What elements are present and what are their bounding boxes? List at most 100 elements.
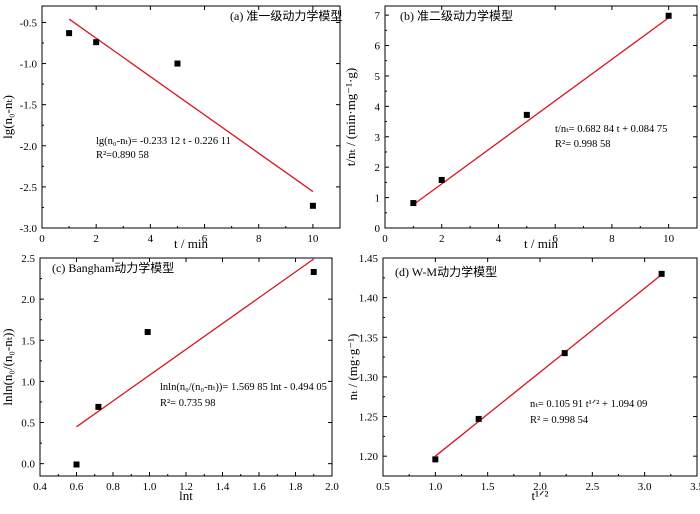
y-tick-label: 6 xyxy=(375,41,381,53)
plot-frame xyxy=(382,257,698,477)
x-tick-label: 6 xyxy=(552,233,558,245)
fit-equation: nₜ= 0.105 91 t¹ᐟ² + 1.094 09 xyxy=(530,399,647,410)
data-point xyxy=(665,12,672,19)
y-tick-label: 0 xyxy=(375,223,381,235)
y-tick-label: -3.0 xyxy=(20,223,38,235)
fit-line xyxy=(76,258,315,428)
x-axis-title: t¹ᐟ² xyxy=(532,488,549,503)
y-tick-label: 1.25 xyxy=(359,412,379,424)
y-tick-label: 2.0 xyxy=(21,294,35,306)
panel-title: (c) Bangham动力学模型 xyxy=(52,260,174,275)
y-tick-label: 2 xyxy=(375,162,381,174)
x-tick-label: 2 xyxy=(93,233,99,245)
y-tick-label: 1 xyxy=(375,193,381,205)
data-point xyxy=(432,456,439,463)
data-point xyxy=(93,39,100,46)
y-tick-label: 2.5 xyxy=(21,253,35,265)
y-axis-title: nₜ / (mg·g⁻¹) xyxy=(345,334,360,401)
y-tick-label: -0.5 xyxy=(20,17,38,29)
panel-title: (b) 准二级动力学模型 xyxy=(400,8,513,23)
data-point xyxy=(561,350,568,357)
x-tick-label: 2 xyxy=(439,233,445,245)
r-squared: R²= 0.998 58 xyxy=(555,139,610,150)
x-tick-label: 1.4 xyxy=(216,481,230,493)
data-point xyxy=(475,415,482,422)
data-point xyxy=(658,270,665,277)
x-axis-title: t / min xyxy=(174,236,208,251)
x-tick-label: 1.0 xyxy=(428,481,442,493)
x-tick-label: 2.0 xyxy=(325,481,339,493)
x-tick-label: 4 xyxy=(496,233,502,245)
y-tick-label: 1.35 xyxy=(359,332,379,344)
data-point xyxy=(523,111,530,118)
fit-line xyxy=(412,17,670,206)
x-axis-title: lnt xyxy=(179,488,193,503)
data-point xyxy=(66,30,73,37)
x-tick-label: 1.2 xyxy=(179,481,193,493)
x-tick-label: 4 xyxy=(148,233,154,245)
plot-frame xyxy=(39,257,333,477)
x-tick-label: 0 xyxy=(39,233,45,245)
x-tick-label: 0 xyxy=(382,233,388,245)
x-tick-label: 8 xyxy=(256,233,262,245)
y-tick-label: 0.5 xyxy=(21,418,35,430)
r-squared: R²=0.890 58 xyxy=(96,150,149,161)
y-tick-label: -1.5 xyxy=(20,100,38,112)
y-axis-title: lg(n₀-nₜ) xyxy=(0,95,15,139)
r-squared: R²= 0.735 98 xyxy=(160,398,215,409)
y-axis-title: t/nₜ / (min·mg⁻¹·g) xyxy=(343,68,358,166)
fit-equation: t/nₜ= 0.682 84 t + 0.084 75 xyxy=(555,124,667,135)
fit-line xyxy=(68,18,314,193)
data-point xyxy=(174,60,181,67)
panel-title: (a) 准一级动力学模型 xyxy=(230,8,342,23)
y-tick-label: -2.0 xyxy=(20,141,38,153)
x-tick-label: 0.6 xyxy=(70,481,84,493)
data-point xyxy=(309,202,316,209)
y-tick-label: 3 xyxy=(375,132,381,144)
x-tick-label: 6 xyxy=(202,233,208,245)
x-tick-label: 0.8 xyxy=(106,481,120,493)
y-tick-label: 1.40 xyxy=(359,293,379,305)
y-axis-title: lnln(n₀/(n₀-nₜ)) xyxy=(0,328,15,405)
y-tick-label: 5 xyxy=(375,71,381,83)
fit-equation: lnln(n₀/(n₀-nₜ))= 1.569 85 lnt - 0.494 0… xyxy=(160,382,327,393)
x-tick-label: 8 xyxy=(609,233,615,245)
data-point xyxy=(310,268,317,275)
y-tick-label: 1.30 xyxy=(359,372,379,384)
panel-2: 0.4 0.6 0.8 1.0 1.2 1.4 1.6 1.8 2.0 0.0 0.5 1.0 1.5 2… xyxy=(0,253,339,503)
y-tick-label: 0.0 xyxy=(21,459,35,471)
x-tick-label: 2.0 xyxy=(533,481,547,493)
data-point xyxy=(144,329,151,336)
data-point xyxy=(438,176,445,183)
x-tick-label: 0.5 xyxy=(376,481,390,493)
y-tick-label: 1.45 xyxy=(359,253,379,265)
plot-frame xyxy=(41,5,341,229)
x-tick-label: 10 xyxy=(307,233,319,245)
x-tick-label: 1.6 xyxy=(252,481,266,493)
y-tick-label: -2.5 xyxy=(20,182,38,194)
x-tick-label: 1.5 xyxy=(481,481,495,493)
data-point xyxy=(73,461,80,468)
x-tick-label: 0.4 xyxy=(33,481,47,493)
x-axis-title: t / min xyxy=(524,236,558,251)
panel-3: 0.5 1.0 1.5 2.0 2.5 3.0 3.5 1.20 1.25 1.30 1.35 1.4… xyxy=(345,253,700,503)
x-tick-label: 10 xyxy=(663,233,675,245)
fit-line xyxy=(434,274,663,457)
x-tick-label: 2.5 xyxy=(585,481,599,493)
x-tick-label: 3.0 xyxy=(638,481,652,493)
y-tick-label: 1.5 xyxy=(21,335,35,347)
panel-title: (d) W-M动力学模型 xyxy=(395,264,497,279)
panel-1: 0 2 4 6 8 10 0 1 2 3 4 5 6 7 t / min t/nₜ / (min·mg⁻¹·g… xyxy=(343,5,698,251)
r-squared: R² = 0.998 54 xyxy=(530,415,589,426)
x-tick-label: 1.0 xyxy=(143,481,157,493)
x-tick-label: 1.8 xyxy=(289,481,303,493)
plot-frame xyxy=(384,5,698,229)
y-tick-label: 4 xyxy=(375,101,381,113)
data-point xyxy=(410,200,417,207)
y-tick-label: 1.20 xyxy=(359,451,379,463)
panel-0: 0 2 4 6 8 10 -3.0 -2.5 -2.0 -1.5 -1.0 -0.5 t / min lg… xyxy=(0,5,342,251)
y-tick-label: 7 xyxy=(375,10,381,22)
x-tick-label: 3.5 xyxy=(690,481,700,493)
data-point xyxy=(95,403,102,410)
